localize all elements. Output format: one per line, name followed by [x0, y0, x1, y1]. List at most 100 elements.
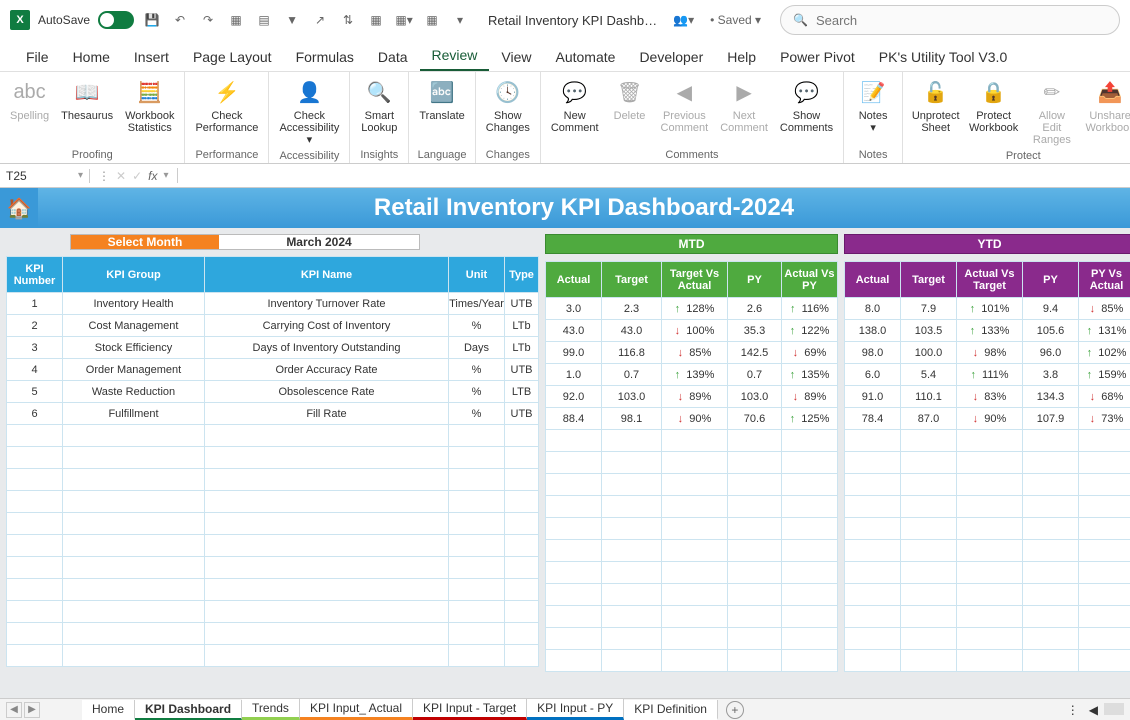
cell[interactable] [901, 584, 957, 606]
cell[interactable] [1079, 606, 1130, 628]
workbook-statistics-button[interactable]: 🧮WorkbookStatistics [121, 74, 178, 136]
cell[interactable] [205, 425, 449, 447]
qat-pivot-icon[interactable]: ▦ [366, 10, 386, 30]
cell[interactable] [602, 540, 662, 562]
cell[interactable] [205, 491, 449, 513]
cell[interactable] [728, 562, 782, 584]
cell[interactable] [546, 496, 602, 518]
cell[interactable] [7, 469, 63, 491]
cell[interactable] [1079, 650, 1130, 672]
cell[interactable]: 105.6 [1023, 320, 1079, 342]
cell[interactable] [205, 513, 449, 535]
cell[interactable] [449, 601, 505, 623]
cell[interactable] [505, 645, 539, 667]
cell[interactable]: ↑ 131% [1079, 320, 1130, 342]
table-row[interactable]: 4Order ManagementOrder Accuracy Rate%UTB [7, 359, 539, 381]
cell[interactable] [7, 535, 63, 557]
add-sheet-button[interactable]: + [726, 701, 744, 719]
cell[interactable] [602, 452, 662, 474]
qat-format-icon[interactable]: ▦▾ [394, 10, 414, 30]
home-icon[interactable]: 🏠 [0, 188, 38, 228]
table-row[interactable]: 8.07.9↑ 101%9.4↓ 85% [845, 298, 1130, 320]
cancel-icon[interactable]: ✕ [116, 169, 126, 183]
table-row[interactable] [546, 650, 838, 672]
cell[interactable]: ↑ 101% [957, 298, 1023, 320]
cell[interactable]: ↓ 90% [957, 408, 1023, 430]
cell[interactable]: 43.0 [546, 320, 602, 342]
cell[interactable] [662, 562, 728, 584]
cell[interactable] [728, 496, 782, 518]
cell[interactable] [845, 650, 901, 672]
cell[interactable]: 1 [7, 293, 63, 315]
cell[interactable]: ↑ 102% [1079, 342, 1130, 364]
cell[interactable] [1023, 496, 1079, 518]
cell[interactable] [63, 447, 205, 469]
table-row[interactable] [546, 562, 838, 584]
cell[interactable] [957, 650, 1023, 672]
cell[interactable] [505, 425, 539, 447]
cell[interactable] [602, 628, 662, 650]
table-row[interactable] [7, 513, 539, 535]
cell[interactable] [901, 628, 957, 650]
table-row[interactable] [7, 447, 539, 469]
cell[interactable]: 116.8 [602, 342, 662, 364]
cell[interactable] [63, 579, 205, 601]
cell[interactable] [546, 650, 602, 672]
cell[interactable]: ↓ 89% [782, 386, 838, 408]
save-icon[interactable]: 💾 [142, 10, 162, 30]
cell[interactable] [845, 606, 901, 628]
search-input[interactable] [816, 13, 1107, 28]
table-row[interactable] [845, 650, 1130, 672]
cell[interactable] [845, 430, 901, 452]
table-row[interactable] [845, 606, 1130, 628]
cell[interactable]: 99.0 [546, 342, 602, 364]
cell[interactable]: Times/Year [449, 293, 505, 315]
cell[interactable] [63, 601, 205, 623]
qat-more-icon[interactable]: ▾ [450, 10, 470, 30]
table-row[interactable] [546, 540, 838, 562]
cell[interactable]: ↓ 100% [662, 320, 728, 342]
cell[interactable] [205, 645, 449, 667]
cell[interactable] [1079, 562, 1130, 584]
fx-icon[interactable]: fx [148, 169, 157, 183]
cell[interactable] [505, 557, 539, 579]
autosave-toggle[interactable]: On [98, 11, 134, 29]
cell[interactable]: 138.0 [845, 320, 901, 342]
cell[interactable]: 3.8 [1023, 364, 1079, 386]
cell[interactable] [782, 430, 838, 452]
cell[interactable]: 78.4 [845, 408, 901, 430]
cell[interactable]: 107.9 [1023, 408, 1079, 430]
protect-workbook-button[interactable]: 🔒ProtectWorkbook [966, 74, 1021, 136]
cell[interactable] [505, 535, 539, 557]
show-comments-button[interactable]: 💬ShowComments [776, 74, 837, 136]
cell[interactable] [782, 452, 838, 474]
share-icon[interactable]: 👥▾ [673, 13, 694, 27]
cell[interactable] [901, 496, 957, 518]
table-row[interactable] [7, 623, 539, 645]
cell[interactable] [546, 518, 602, 540]
cell[interactable]: 92.0 [546, 386, 602, 408]
cell[interactable]: ↑ 122% [782, 320, 838, 342]
cell[interactable] [957, 540, 1023, 562]
table-row[interactable]: 6FulfillmentFill Rate%UTB [7, 403, 539, 425]
cell[interactable] [449, 447, 505, 469]
cell[interactable] [205, 623, 449, 645]
cell[interactable] [449, 645, 505, 667]
cell[interactable]: 103.0 [602, 386, 662, 408]
table-row[interactable]: 3.02.3↑ 128%2.6↑ 116% [546, 298, 838, 320]
cell[interactable] [205, 535, 449, 557]
cell[interactable] [602, 562, 662, 584]
cell[interactable] [602, 584, 662, 606]
cell[interactable] [602, 430, 662, 452]
cell[interactable] [205, 579, 449, 601]
table-row[interactable] [845, 452, 1130, 474]
table-row[interactable] [546, 628, 838, 650]
cell[interactable]: Order Management [63, 359, 205, 381]
formula-input[interactable] [177, 168, 1130, 183]
table-row[interactable]: 2Cost ManagementCarrying Cost of Invento… [7, 315, 539, 337]
cell[interactable]: 87.0 [901, 408, 957, 430]
cell[interactable]: 5.4 [901, 364, 957, 386]
name-box[interactable]: T25 ▾ [0, 169, 90, 183]
cell[interactable] [1079, 540, 1130, 562]
cell[interactable]: LTb [505, 315, 539, 337]
